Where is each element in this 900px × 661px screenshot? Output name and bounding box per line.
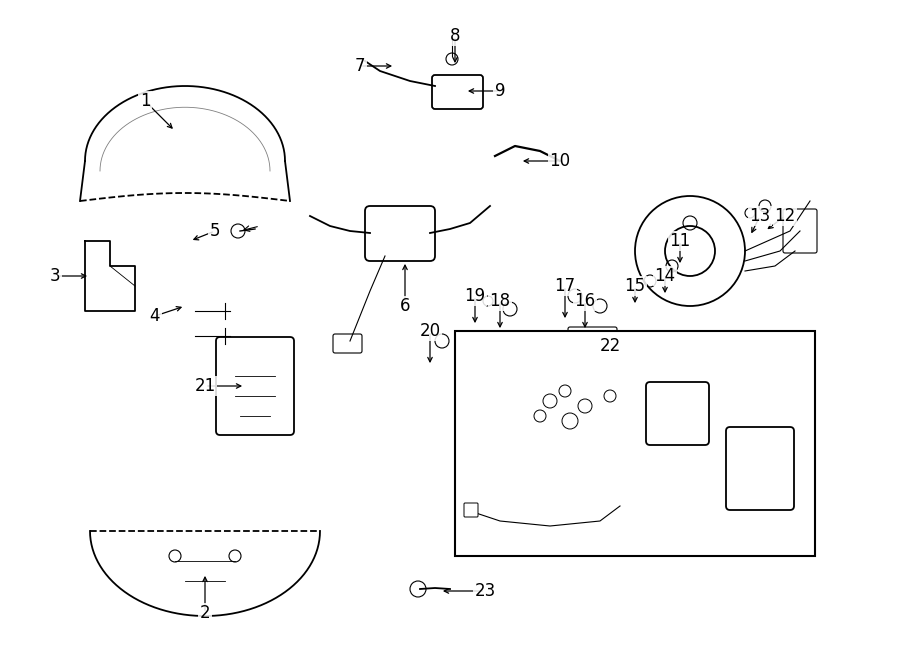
Text: 18: 18 — [490, 292, 510, 310]
Text: 21: 21 — [194, 377, 216, 395]
Text: 23: 23 — [474, 582, 496, 600]
FancyBboxPatch shape — [464, 503, 478, 517]
Text: 4: 4 — [149, 307, 160, 325]
Text: 17: 17 — [554, 277, 576, 295]
Text: 16: 16 — [574, 292, 596, 310]
Text: 20: 20 — [419, 322, 441, 340]
FancyBboxPatch shape — [365, 206, 435, 261]
FancyBboxPatch shape — [646, 382, 709, 445]
Text: 11: 11 — [670, 232, 690, 250]
Text: 19: 19 — [464, 287, 486, 305]
FancyBboxPatch shape — [783, 209, 817, 253]
Text: 3: 3 — [50, 267, 60, 285]
Text: 5: 5 — [210, 222, 220, 240]
Text: 7: 7 — [355, 57, 365, 75]
Text: 15: 15 — [625, 277, 645, 295]
Text: 13: 13 — [750, 207, 770, 225]
Text: 22: 22 — [599, 337, 621, 355]
Text: 10: 10 — [549, 152, 571, 170]
Text: 14: 14 — [654, 267, 676, 285]
FancyBboxPatch shape — [333, 334, 362, 353]
FancyBboxPatch shape — [432, 75, 483, 109]
Text: 1: 1 — [140, 92, 150, 110]
FancyBboxPatch shape — [216, 337, 294, 435]
FancyBboxPatch shape — [568, 327, 617, 353]
FancyBboxPatch shape — [726, 427, 794, 510]
Bar — [455, 331, 815, 556]
Text: 12: 12 — [774, 207, 796, 225]
Text: 6: 6 — [400, 297, 410, 315]
Text: 8: 8 — [450, 27, 460, 45]
Text: 2: 2 — [200, 604, 211, 622]
Text: 9: 9 — [495, 82, 505, 100]
